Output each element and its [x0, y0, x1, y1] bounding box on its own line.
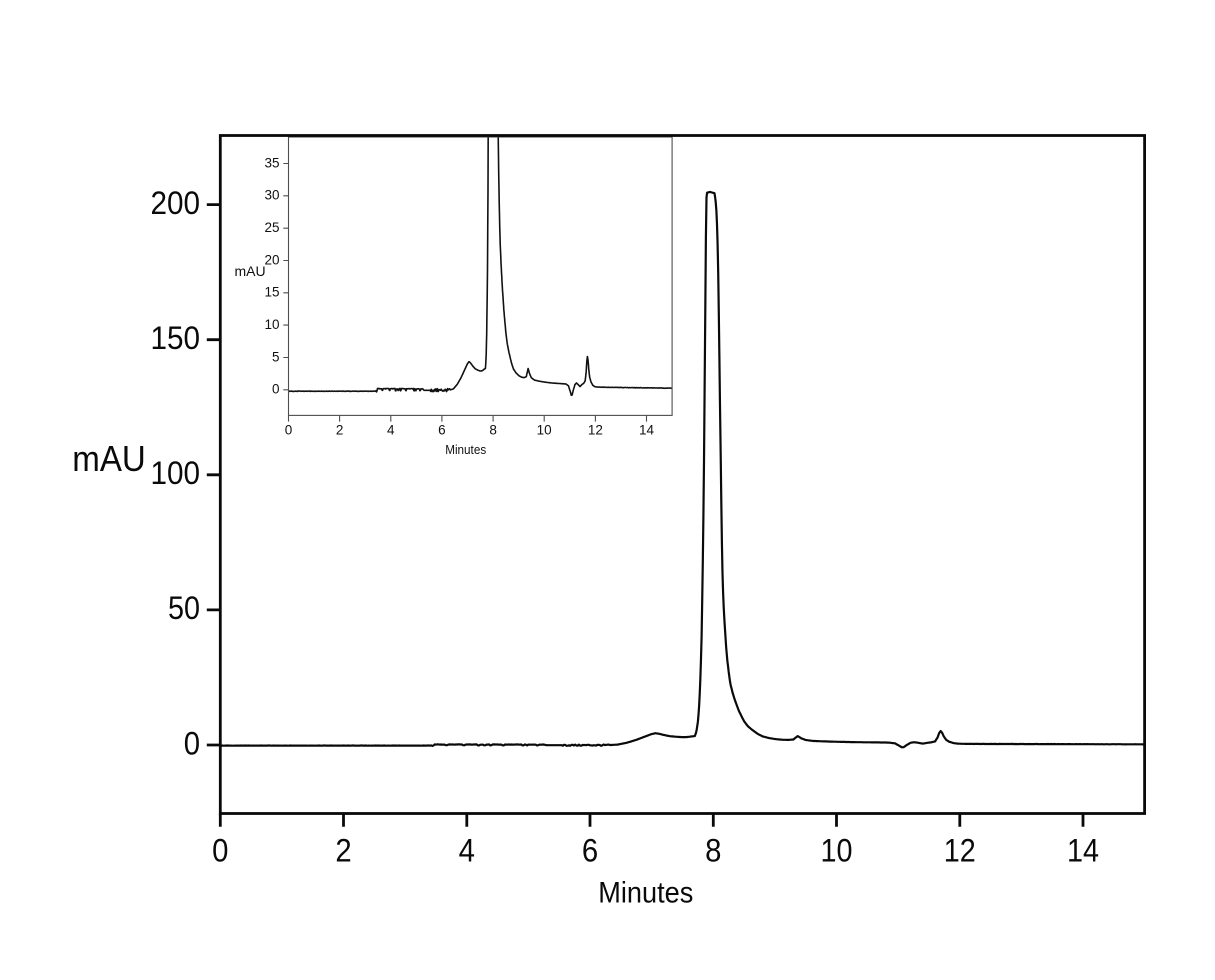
svg-text:mAU: mAU — [235, 263, 266, 279]
svg-text:150: 150 — [151, 320, 201, 356]
svg-text:14: 14 — [1067, 833, 1099, 869]
svg-text:10: 10 — [537, 422, 552, 437]
svg-text:0: 0 — [184, 725, 200, 761]
svg-text:100: 100 — [151, 455, 201, 491]
svg-text:35: 35 — [264, 155, 279, 170]
svg-text:4: 4 — [387, 422, 395, 437]
svg-text:0: 0 — [212, 833, 228, 869]
svg-text:10: 10 — [821, 833, 853, 869]
svg-text:14: 14 — [639, 422, 655, 437]
svg-text:4: 4 — [459, 833, 475, 869]
svg-text:2: 2 — [336, 422, 344, 437]
svg-text:200: 200 — [151, 185, 201, 221]
svg-text:2: 2 — [335, 833, 351, 869]
svg-text:6: 6 — [438, 422, 446, 437]
svg-text:6: 6 — [582, 833, 598, 869]
svg-text:30: 30 — [264, 188, 279, 203]
svg-text:15: 15 — [264, 285, 279, 300]
svg-text:50: 50 — [168, 590, 200, 626]
svg-text:20: 20 — [264, 252, 279, 267]
svg-text:0: 0 — [272, 382, 280, 397]
svg-text:5: 5 — [272, 349, 280, 364]
svg-text:12: 12 — [588, 422, 603, 437]
svg-text:25: 25 — [264, 220, 279, 235]
svg-text:10: 10 — [264, 317, 279, 332]
svg-text:0: 0 — [285, 422, 293, 437]
svg-text:Minutes: Minutes — [598, 877, 693, 910]
svg-text:8: 8 — [489, 422, 497, 437]
svg-text:mAU: mAU — [72, 438, 146, 479]
svg-text:8: 8 — [705, 833, 721, 869]
svg-text:Minutes: Minutes — [445, 442, 486, 457]
svg-text:12: 12 — [944, 833, 976, 869]
